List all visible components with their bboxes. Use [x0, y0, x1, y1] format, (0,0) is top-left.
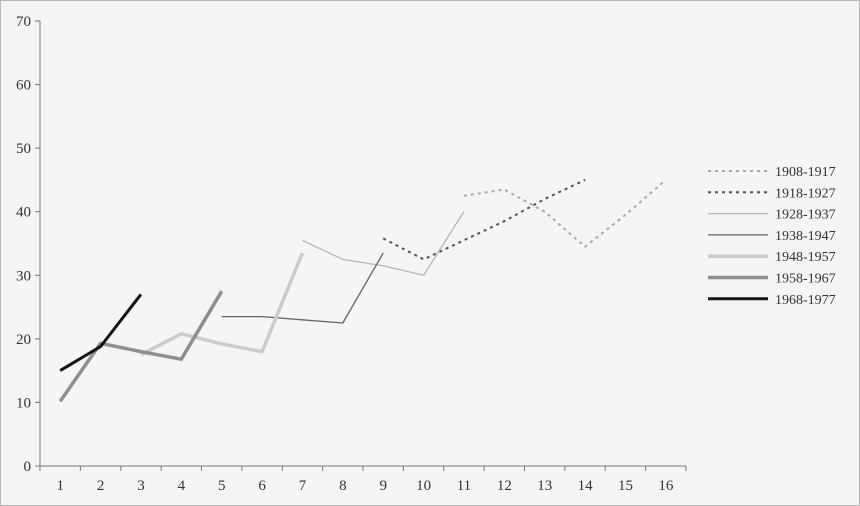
x-tick-label: 9	[379, 478, 387, 494]
legend-label: 1918-1927	[775, 186, 836, 201]
x-tick-label: 11	[457, 478, 471, 494]
y-tick-label: 60	[16, 78, 31, 94]
x-tick-label: 7	[299, 478, 307, 494]
series-line-1918-1927	[382, 178, 586, 261]
y-tick-label: 30	[16, 268, 31, 284]
legend-label: 1908-1917	[775, 165, 836, 180]
legend-label: 1938-1947	[775, 229, 836, 244]
x-tick-label: 13	[537, 478, 552, 494]
x-tick-label: 14	[578, 478, 594, 494]
x-tick-label: 6	[258, 478, 266, 494]
y-tick-label: 50	[16, 141, 31, 157]
x-tick-label: 3	[137, 478, 145, 494]
x-tick-label: 8	[339, 478, 347, 494]
legend-label: 1968-1977	[775, 293, 836, 308]
y-tick-label: 0	[24, 459, 32, 475]
y-tick-label: 70	[16, 14, 31, 30]
y-tick-label: 20	[16, 332, 31, 348]
x-tick-label: 12	[497, 478, 512, 494]
series-line-1938-1947	[221, 252, 384, 324]
y-tick-label: 10	[16, 395, 31, 411]
x-tick-label: 4	[178, 478, 186, 494]
legend-label: 1928-1937	[775, 208, 836, 223]
series-line-1968-1977	[59, 293, 143, 372]
x-tick-label: 1	[56, 478, 64, 494]
series-line-1928-1937	[302, 211, 465, 276]
y-tick-label: 40	[16, 205, 31, 221]
legend-label: 1948-1957	[775, 250, 836, 265]
legend-label: 1958-1967	[775, 272, 836, 287]
series-line-1948-1957	[140, 252, 305, 357]
x-tick-label: 2	[97, 478, 105, 494]
x-tick-label: 5	[218, 478, 226, 494]
x-tick-label: 10	[416, 478, 431, 494]
x-tick-label: 15	[618, 478, 633, 494]
series-line-1908-1917	[463, 179, 667, 248]
series-line-1958-1967	[58, 290, 224, 403]
x-tick-label: 16	[658, 478, 674, 494]
